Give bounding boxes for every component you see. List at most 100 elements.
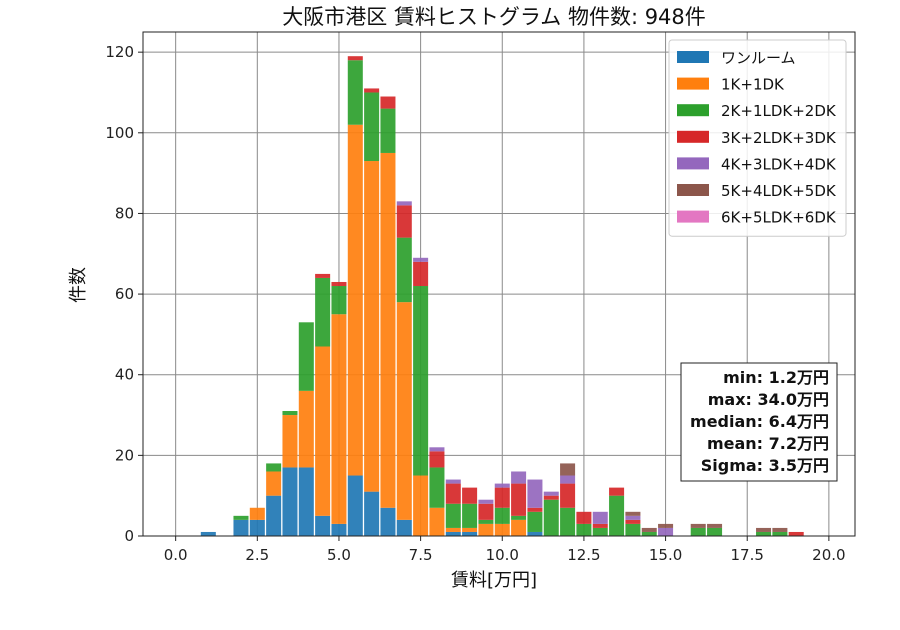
stats-line: median: 6.4万円: [690, 412, 829, 431]
legend-label: 4K+3LDK+4DK: [721, 155, 837, 173]
bar-segment: [543, 499, 559, 536]
bar-segment: [609, 487, 625, 496]
stats-box: min: 1.2万円 max: 34.0万円 median: 6.4万円 mean: …: [680, 362, 838, 482]
stats-line: mean: 7.2万円: [707, 434, 829, 453]
stats-box-frame: [680, 362, 838, 482]
bar-segment: [233, 515, 249, 520]
bar-segment: [396, 237, 412, 303]
x-tick-label: 20.0: [812, 546, 845, 564]
bar-segment: [380, 108, 396, 153]
x-tick-label: 10.0: [486, 546, 519, 564]
bar-segment: [396, 302, 412, 520]
y-tick-label: 0: [124, 527, 134, 545]
bar-segment: [592, 523, 608, 528]
bar-segment: [233, 519, 249, 536]
bar-segment: [625, 511, 641, 516]
x-tick-label: 5.0: [327, 546, 351, 564]
bar-segment: [331, 523, 347, 536]
bar-segment: [560, 483, 576, 508]
chart-title: 大阪市港区 賃料ヒストグラム 物件数: 948件: [282, 5, 706, 29]
x-tick-label: 7.5: [409, 546, 433, 564]
bar-segment: [690, 523, 706, 528]
legend: ワンルーム 1K+1DK 2K+1LDK+2DK 3K+2LDK+3DK 4K+3LDK…: [668, 39, 847, 237]
bar-segment: [592, 511, 608, 524]
bar-segment: [511, 519, 527, 536]
x-axis-label: 賃料[万円]: [451, 570, 537, 591]
bar-segment: [429, 447, 445, 452]
bar-segment: [364, 88, 380, 93]
legend-swatch: [677, 130, 709, 143]
bar-segment: [462, 527, 478, 532]
legend-label: 6K+5LDK+6DK: [721, 209, 837, 227]
bar-segment: [331, 286, 347, 315]
bar-segment: [298, 390, 314, 468]
bar-segment: [462, 503, 478, 528]
bar-segment: [298, 322, 314, 391]
y-tick-label: 100: [105, 124, 134, 142]
bar-segment: [249, 507, 265, 520]
bar-segment: [413, 257, 429, 262]
x-axis-ticks: 0.0 2.5 5.0 7.5 10.0 12.5 15.0 17.5 20.0: [164, 536, 846, 564]
bar-segment: [429, 451, 445, 468]
bar-segment: [560, 475, 576, 484]
y-axis-ticks: 0 20 40 60 80 100 120: [105, 43, 143, 545]
bar-segment: [445, 531, 461, 536]
plot-frame: [142, 31, 856, 537]
bar-segment: [266, 463, 282, 472]
legend-label: 5K+4LDK+5DK: [721, 182, 837, 200]
legend-label: 2K+1LDK+2DK: [721, 102, 837, 120]
bar-segment: [511, 515, 527, 520]
bar-segment: [380, 152, 396, 508]
bar-segment: [445, 527, 461, 532]
bar-segment: [707, 527, 723, 536]
stats-line: Sigma: 3.5万円: [701, 456, 829, 475]
bar-segment: [641, 527, 657, 532]
bar-segment: [658, 527, 674, 536]
bar-segment: [494, 487, 510, 508]
bar-segment: [396, 519, 412, 536]
y-tick-label: 80: [115, 204, 134, 222]
bar-segment: [462, 487, 478, 504]
bar-segment: [331, 281, 347, 287]
bar-segment: [347, 60, 363, 125]
bar-segment: [380, 507, 396, 536]
bar-segment: [445, 479, 461, 484]
bar-segment: [413, 475, 429, 536]
bar-segment: [396, 201, 412, 206]
bar-segment: [494, 523, 510, 536]
bar-segment: [413, 286, 429, 476]
bar-segment: [347, 56, 363, 61]
bar-segment: [249, 519, 265, 536]
bar-segment: [625, 523, 641, 536]
bar-segment: [315, 277, 331, 347]
bar-segment: [641, 531, 657, 536]
bar-segment: [200, 531, 216, 536]
bar-segment: [494, 483, 510, 488]
bar-segment: [429, 467, 445, 508]
bar-segment: [756, 527, 772, 532]
y-tick-label: 120: [105, 43, 134, 61]
legend-label: 3K+2LDK+3DK: [721, 129, 837, 147]
legend-swatch: [677, 104, 709, 117]
bar-segment: [576, 523, 592, 536]
legend-box: [668, 39, 847, 237]
bar-segment: [331, 314, 347, 524]
bar-segment: [413, 261, 429, 287]
x-tick-label: 2.5: [245, 546, 269, 564]
bar-segment: [625, 519, 641, 524]
bar-segment: [298, 467, 314, 536]
stats-line: max: 34.0万円: [708, 390, 829, 409]
bar-segment: [592, 527, 608, 536]
bar-segment: [364, 161, 380, 492]
bar-segment: [396, 205, 412, 238]
bar-segment: [462, 531, 478, 536]
bar-segment: [380, 96, 396, 109]
bar-segment: [772, 531, 788, 536]
bar-segment: [364, 491, 380, 536]
bar-segment: [756, 531, 772, 536]
legend-swatch: [677, 51, 709, 63]
bar-segment: [282, 415, 298, 468]
bar-segment: [560, 463, 576, 476]
x-tick-label: 0.0: [164, 546, 188, 564]
